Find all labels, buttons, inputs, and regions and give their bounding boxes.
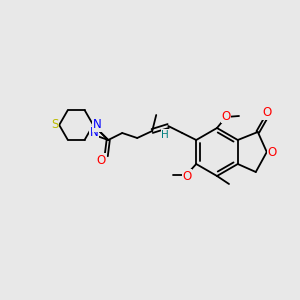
Text: O: O bbox=[267, 146, 276, 158]
Text: O: O bbox=[97, 154, 106, 166]
Text: S: S bbox=[52, 118, 59, 131]
Text: H: H bbox=[161, 130, 169, 140]
Text: O: O bbox=[262, 106, 272, 119]
Text: O: O bbox=[221, 110, 231, 122]
Text: N: N bbox=[93, 118, 102, 131]
Text: O: O bbox=[183, 169, 192, 182]
Text: N: N bbox=[90, 127, 99, 140]
